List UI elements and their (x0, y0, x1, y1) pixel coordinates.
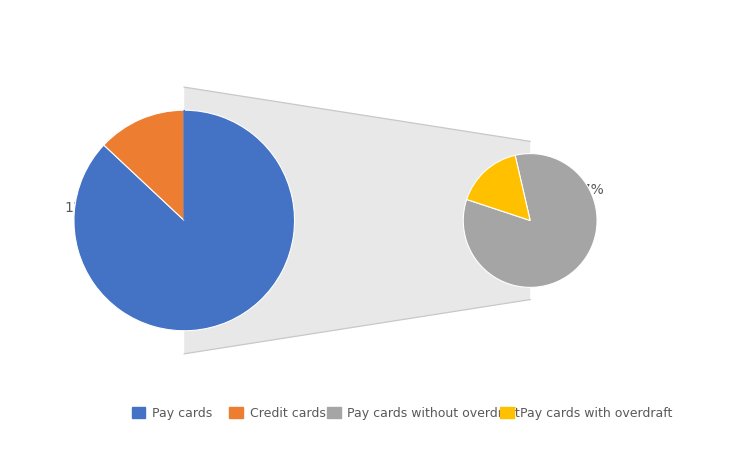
Bar (132, 407, 145, 419)
Text: Credit cards: Credit cards (250, 406, 326, 419)
Bar (500, 407, 514, 419)
Text: Pay cards without overdraft: Pay cards without overdraft (347, 406, 520, 419)
Wedge shape (74, 111, 295, 331)
Bar (229, 407, 243, 419)
Wedge shape (463, 154, 597, 288)
Polygon shape (184, 88, 530, 354)
Bar (327, 407, 341, 419)
Text: 16.3%: 16.3% (478, 248, 522, 262)
Text: Pay cards: Pay cards (152, 406, 212, 419)
Text: 70.7%: 70.7% (561, 183, 605, 196)
Wedge shape (104, 111, 184, 221)
Text: 87.0%: 87.0% (223, 214, 266, 228)
Text: 0.0%: 0.0% (80, 239, 115, 253)
Text: 13.0%: 13.0% (65, 201, 108, 214)
Wedge shape (467, 156, 530, 221)
Text: Pay cards with overdraft: Pay cards with overdraft (520, 406, 673, 419)
